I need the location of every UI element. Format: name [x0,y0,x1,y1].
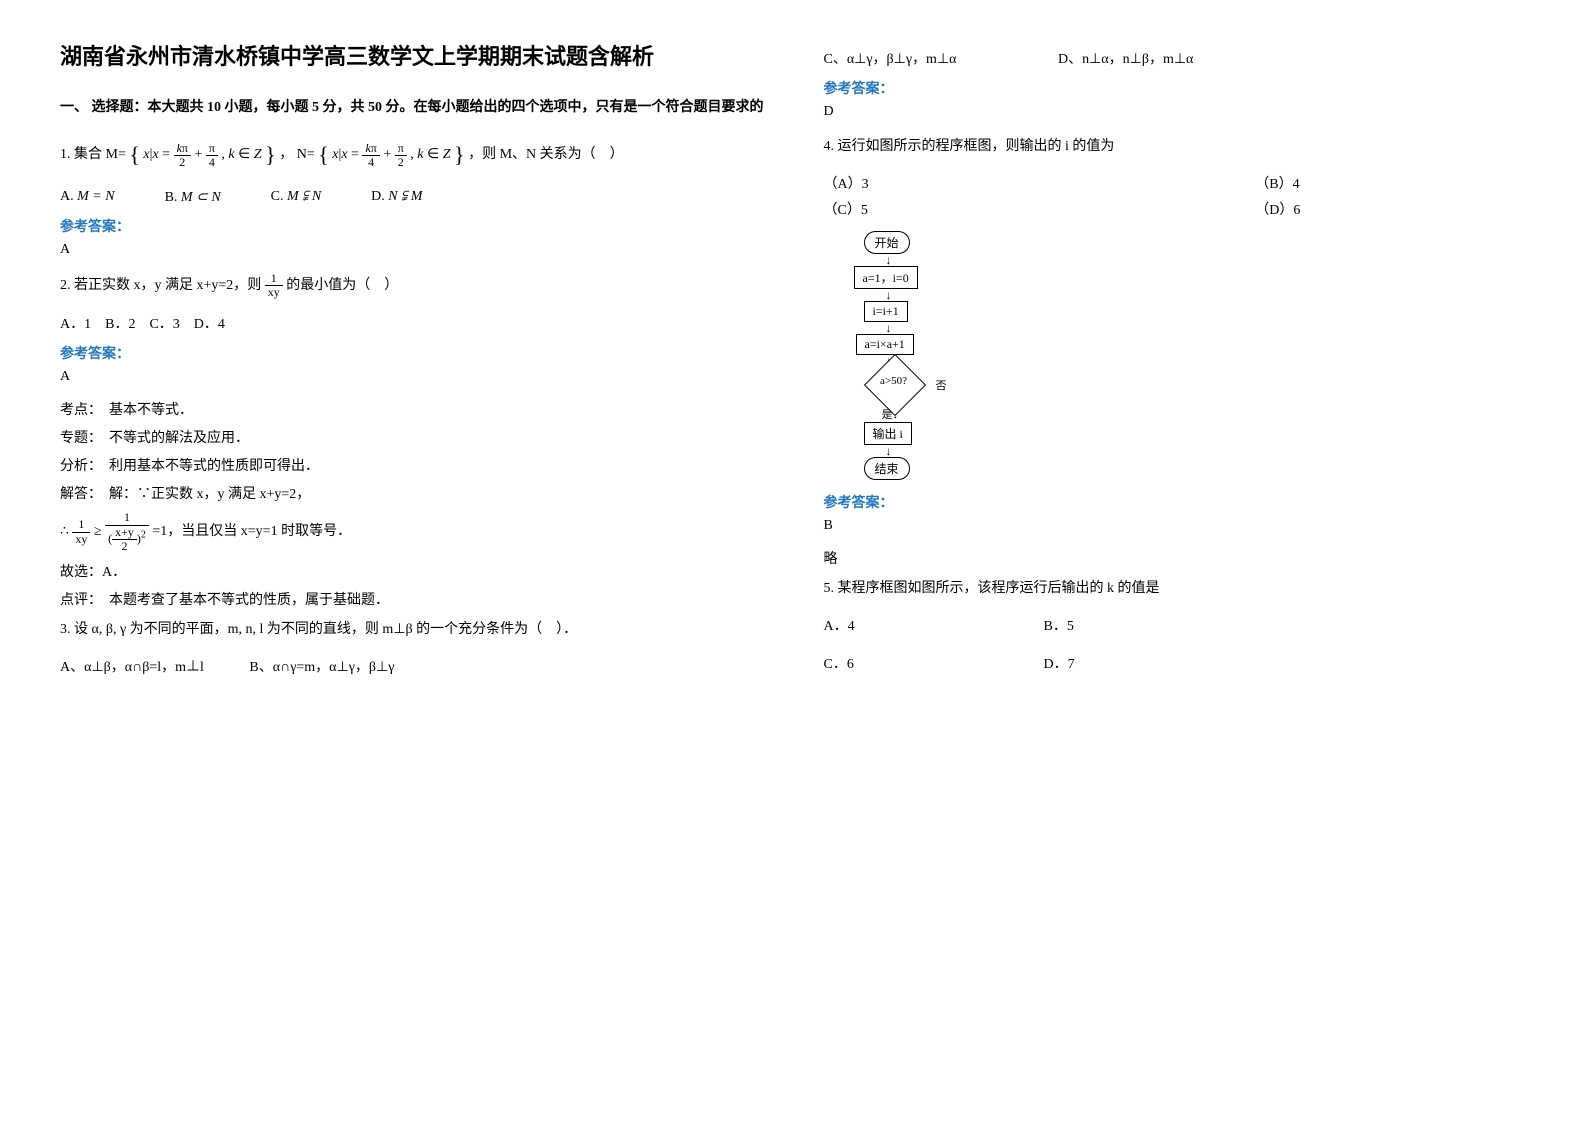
q2-gx: 故选：A． [60,561,764,581]
fc-start: 开始 [864,231,910,254]
q2-derivation: ∴ 1xy ≥ 1 (x+y2)2 =1，当且仅当 x=y=1 时取等号． [60,511,764,553]
dp-label: 点评： [60,593,95,608]
flowchart: 开始 ↓ a=1，i=0 ↓ i=i+1 ↓ a=i×a+1 ↓ a>50? 否… [864,231,1528,480]
q1-options: A. M = N B. M ⊂ N C. M ⫋ N D. N ⫋ M [60,189,764,206]
problem-4: 4. 运行如图所示的程序框图，则输出的 i 的值为 [824,134,1528,159]
q5-optB: B．5 [1044,615,1204,635]
q5-options: A．4 B．5 C．6 D．7 [824,615,1528,673]
arrow-down-icon: ↓ [864,289,914,301]
brace-close-icon: } [265,142,276,167]
fx-label: 分析： [60,459,95,474]
fc-yes: 是↓ [882,406,1528,422]
problem-5: 5. 某程序框图如图所示，该程序运行后输出的 k 的值是 [824,576,1528,601]
q3-optD: D、n⊥α，n⊥β，m⊥α [1058,52,1193,67]
fc-step1: i=i+1 [864,301,908,322]
q2-text-b: 的最小值为（ ） [286,278,398,293]
q3-optC: C、α⊥γ，β⊥γ，m⊥α [824,52,957,67]
q1-mid: ， N= [279,147,315,162]
q4-optC: （C）5 [824,199,1096,219]
q2-answer-label: 参考答案： [60,343,764,363]
q4-answer: B [824,518,1528,534]
brace-close-icon: } [454,142,465,167]
q5-optA: A．4 [824,615,984,635]
arrow-down-icon: ↓ [864,445,914,457]
q4-brief: 略 [824,548,1528,568]
fc-init: a=1，i=0 [854,266,918,289]
kd-label: 考点： [60,403,95,418]
fc-out: 输出 i [864,422,912,445]
arrow-down-icon: ↓ [864,254,914,266]
q3-optA: A、α⊥β，α∩β=l，m⊥l [60,660,204,675]
page-title: 湖南省永州市清水桥镇中学高三数学文上学期期末试题含解析 [60,40,764,73]
q2-options: A．1 B．2 C．3 D．4 [60,313,764,333]
arrow-down-icon: ↓ [864,322,914,334]
problem-1: 1. 集合 M= { x|x = kπ2 + π4 , k ∈ Z } ， N=… [60,135,764,175]
q1-answer: A [60,242,764,258]
brace-open-icon: { [129,142,140,167]
q5-optD: D．7 [1044,653,1204,673]
fc-end: 结束 [864,457,910,480]
section-intro: 一、 选择题：本大题共 10 小题，每小题 5 分，共 50 分。在每小题给出的… [60,97,764,119]
fc-cond: a>50? [864,367,924,401]
q4-optA: （A）3 [824,173,1096,193]
q4-answer-label: 参考答案： [824,492,1528,512]
brace-open-icon: { [318,142,329,167]
q3-optB: B、α∩γ=m，α⊥γ，β⊥γ [249,660,394,675]
zt-label: 专题： [60,431,95,446]
problem-3: 3. 设 α, β, γ 为不同的平面，m, n, l 为不同的直线，则 m⊥β… [60,617,764,642]
q4-options: （A）3 （B）4 （C）5 （D）6 [824,173,1528,219]
q3-answer: D [824,104,1528,120]
q1-suffix: ，则 M、N 关系为（ ） [468,147,624,162]
fx: 利用基本不等式的性质即可得出． [109,459,319,474]
fc-no: 否 [936,377,947,393]
q4-optB: （B）4 [1255,173,1527,193]
q3-answer-label: 参考答案： [824,78,1528,98]
jd: 解：∵正实数 x，y 满足 x+y=2， [109,487,310,502]
zt: 不等式的解法及应用． [109,431,249,446]
fc-step2: a=i×a+1 [856,334,914,355]
kd: 基本不等式． [109,403,193,418]
q2-text-a: 2. 若正实数 x，y 满足 x+y=2，则 [60,278,261,293]
q1-prefix: 1. 集合 M= [60,147,126,162]
q2-answer: A [60,369,764,385]
q1-answer-label: 参考答案： [60,216,764,236]
q5-optC: C．6 [824,653,984,673]
problem-2: 2. 若正实数 x，y 满足 x+y=2，则 1xy 的最小值为（ ） [60,272,764,299]
dp: 本题考查了基本不等式的性质，属于基础题． [109,593,389,608]
jd-label: 解答： [60,487,95,502]
q4-optD: （D）6 [1255,199,1527,219]
